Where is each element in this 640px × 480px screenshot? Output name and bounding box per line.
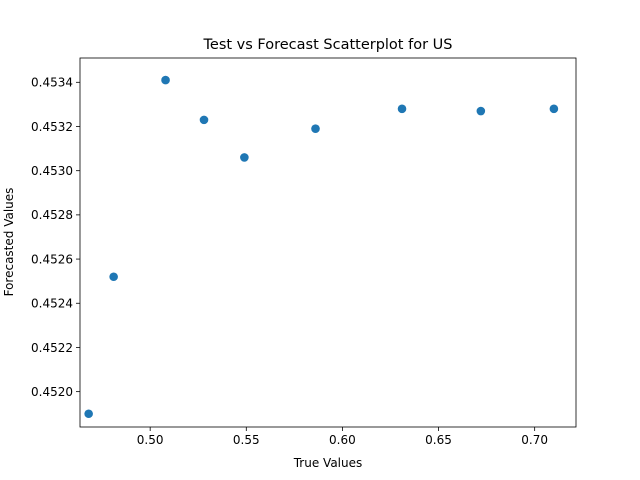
data-point-1 <box>84 409 93 419</box>
axes-frame <box>79 57 577 428</box>
x-axis-label: True Values <box>293 456 363 470</box>
y-tick-label-5: 0.4528 <box>31 208 73 222</box>
data-point-9 <box>549 104 559 114</box>
y-tick-label-7: 0.4532 <box>31 120 73 134</box>
data-point-2 <box>109 272 118 282</box>
y-tick-label-2: 0.4522 <box>31 341 73 355</box>
data-point-7 <box>397 104 407 114</box>
y-axis-label: Forecasted Values <box>2 188 16 297</box>
y-tick-label-6: 0.4530 <box>31 164 73 178</box>
x-tick-label-5: 0.70 <box>521 433 548 447</box>
data-point-5 <box>240 153 249 162</box>
x-tick-label-4: 0.65 <box>425 433 452 447</box>
data-point-6 <box>311 124 320 134</box>
y-tick-label-3: 0.4524 <box>31 297 73 311</box>
x-tick-label-2: 0.55 <box>233 433 260 447</box>
y-tick-label-4: 0.4526 <box>31 252 73 266</box>
x-tick-label-1: 0.50 <box>137 433 164 447</box>
data-point-8 <box>476 106 486 116</box>
chart-title: Test vs Forecast Scatterplot for US <box>203 37 453 53</box>
data-point-4 <box>199 115 209 125</box>
data-point-3 <box>161 75 170 85</box>
y-tick-label-8: 0.4534 <box>31 76 73 90</box>
x-tick-label-3: 0.60 <box>329 433 356 447</box>
y-tick-label-1: 0.4520 <box>31 385 73 399</box>
plot-area: 0.50 0.55 0.60 0.65 0.70 0.4520 0.4522 0.4524 0.… <box>31 57 577 447</box>
